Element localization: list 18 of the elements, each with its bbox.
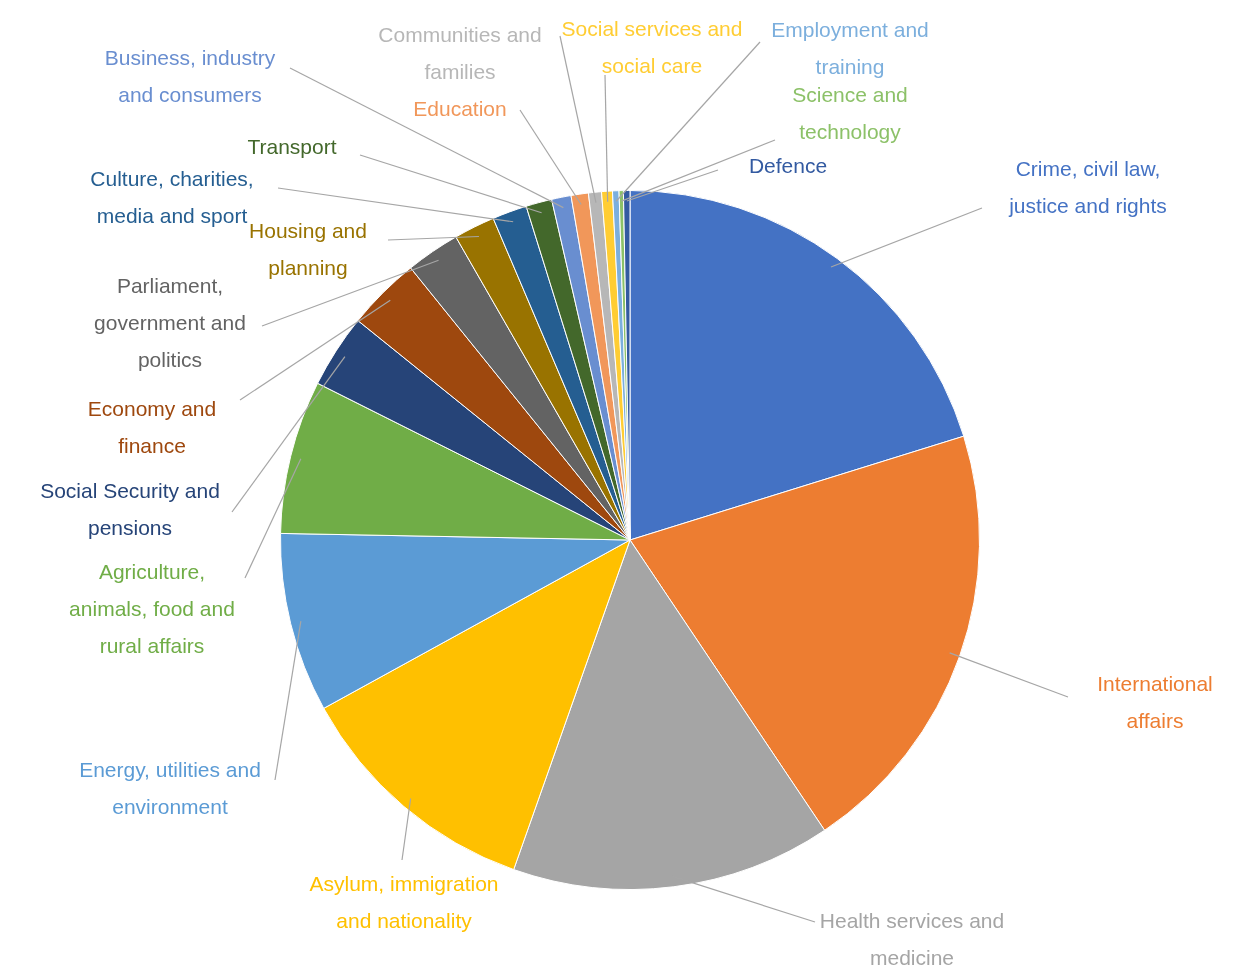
slice-label: Economy and finance bbox=[87, 396, 217, 457]
slice-label: Health services and medicine bbox=[819, 908, 1005, 969]
slice-label: Science and technology bbox=[792, 82, 908, 143]
slice-label: Communities and families bbox=[378, 22, 542, 83]
slice-label: Parliament, government and politics bbox=[94, 273, 246, 371]
slice-label: Agriculture, animals, food and rural affairs bbox=[69, 559, 235, 657]
slice-label: Business, industry and consumers bbox=[104, 45, 276, 106]
slice-label: Education bbox=[413, 96, 507, 120]
slice-label: Energy, utilities and environment bbox=[79, 757, 261, 818]
slice-label: Social Security and pensions bbox=[40, 478, 220, 539]
slice-label: International affairs bbox=[1097, 671, 1213, 732]
slice-label: Social services and social care bbox=[561, 16, 743, 77]
slice-label: Employment and training bbox=[771, 17, 929, 78]
slice-label: Asylum, immigration and nationality bbox=[309, 871, 499, 932]
slice-label: Transport bbox=[247, 134, 337, 158]
slice-label: Crime, civil law, justice and rights bbox=[1008, 156, 1167, 217]
slice-label: Defence bbox=[748, 153, 828, 177]
slice-label: Housing and planning bbox=[249, 218, 367, 279]
